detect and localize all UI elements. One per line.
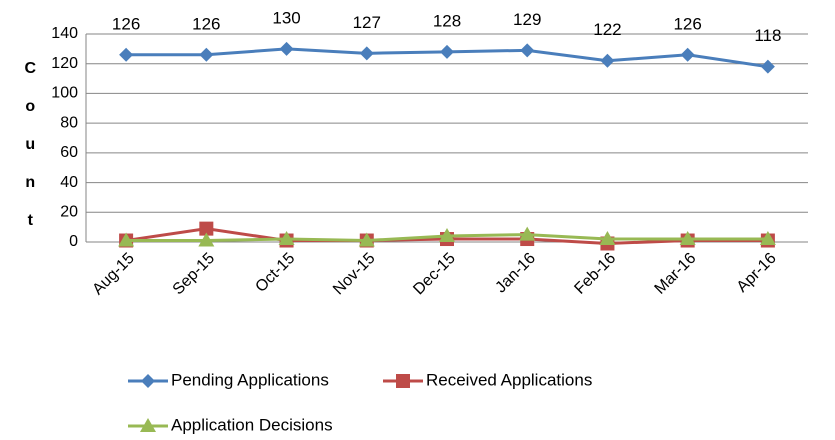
data-label: 122 [593,20,621,39]
y-tick-label: 100 [51,85,78,102]
x-tick-label: Sep-15 [170,250,219,299]
legend-item: Received Applications [383,370,592,389]
marker [199,47,214,62]
legend-label: Received Applications [426,370,592,389]
marker [440,44,454,59]
marker [279,41,294,56]
marker [439,228,455,243]
y-tick-label: 60 [60,144,78,161]
marker [396,374,410,388]
data-label: 126 [192,14,220,33]
marker [118,232,135,247]
marker [359,46,374,61]
legend-item: Application Decisions [128,415,333,434]
marker [760,59,775,74]
marker [520,43,535,58]
x-tick-label: Nov-15 [330,250,379,299]
data-label: 130 [272,8,300,27]
data-label: 126 [673,14,701,33]
x-tick-label: Jan-16 [492,250,539,297]
marker [759,231,776,246]
x-tick-label: Feb-16 [571,250,619,298]
marker [278,231,295,246]
legend-label: Pending Applications [171,370,329,389]
y-tick-label: 0 [69,233,78,250]
marker [140,418,156,432]
marker [600,53,615,68]
marker [680,47,695,62]
marker [358,232,375,247]
y-tick-label: 40 [60,174,78,191]
marker [119,47,134,62]
marker [141,374,155,388]
y-tick-label: 120 [51,55,78,72]
x-tick-label: Oct-15 [252,250,298,296]
x-tick-label: Dec-15 [410,250,459,299]
legend-item: Pending Applications [128,370,329,389]
y-tick-label: 140 [51,25,78,42]
y-tick-label: 20 [60,204,78,221]
marker [198,232,215,247]
y-axis-title: Count [22,60,39,250]
data-label: 126 [112,14,140,33]
y-tick-label: 80 [60,114,78,131]
data-label: 129 [513,10,541,29]
legend-label: Application Decisions [171,415,333,434]
data-label: 128 [433,11,461,30]
marker [679,231,696,246]
x-tick-label: Apr-16 [734,250,780,296]
marker [199,221,214,236]
data-label: 118 [754,26,781,45]
x-tick-label: Aug-15 [89,250,138,299]
marker [519,226,536,241]
marker [599,231,616,246]
x-tick-label: Mar-16 [652,250,700,298]
data-label: 127 [353,13,381,32]
